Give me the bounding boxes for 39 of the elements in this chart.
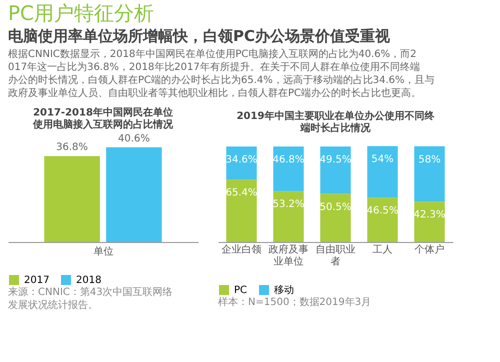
data-label: 65.4% [226,188,258,199]
data-label: 50.5% [320,202,352,213]
data-label: 36.8% [56,142,88,154]
text: PC用户特征分析 [8,1,154,25]
data-label: 46.5% [366,206,398,217]
x-tick-label: 企业白领 [222,244,262,256]
bar [273,191,304,242]
bar [226,146,257,180]
text: 根据CNNIC数据显示，2018年中国网民在单位使用PC电脑接入互联网的占比为40.6%，而2017年这一占比为36.8%，2018年比2017年有所提升。在关于不同人群在单位使用不同终端办公的时长情况，白领人群在PC端的办公时长占比为65.4%，远高于移动端的占比34.6%，且与政府及事业单位人员、自由职业者等其他职业相比，白领人群在PC端办公的时长占比也更高。 [8,48,435,99]
bar [414,202,445,242]
data-label: 58% [418,154,441,166]
legend-label: 2018 [76,275,102,286]
bar [367,198,398,242]
bar [226,180,257,242]
data-label: 42.3% [414,210,446,221]
chart-title: 2017-2018年中国网民在单位使用电脑接入互联网的占比情况 [32,106,174,130]
bar [414,146,445,202]
bar [320,194,351,242]
data-label: 46.8% [272,154,304,166]
data-label: 40.6% [118,133,150,144]
bar [320,146,351,194]
x-axis-title: 单位 [94,246,114,258]
x-tick-label: 个体户 [414,244,444,256]
legend-label: 移动 [274,284,294,296]
text: 样本：N=1500；数据2019年3月 [218,296,372,308]
x-tick-label: 自由职业者 [316,244,356,268]
source-note: 来源：CNNIC：第43次中国互联网络发展状况统计报告。 [8,286,173,311]
x-tick-label: 政府及事业单位 [268,244,308,268]
data-label: 49.5% [320,154,352,166]
text: 电脑使用率单位场所增幅快，白领PC办公场景价值受重视 [8,27,390,45]
x-tick-label: 工人 [372,244,392,256]
chart-title: 2019年中国主要职业在单位办公使用不同终端时长占比情况 [236,110,436,134]
legend-label: PC [234,285,248,296]
bar [273,146,304,192]
data-label: 54% [371,154,394,166]
data-label: 53.2% [272,199,304,210]
bar [367,146,398,198]
data-label: 34.6% [226,154,258,166]
legend-label: 2017 [24,275,50,286]
